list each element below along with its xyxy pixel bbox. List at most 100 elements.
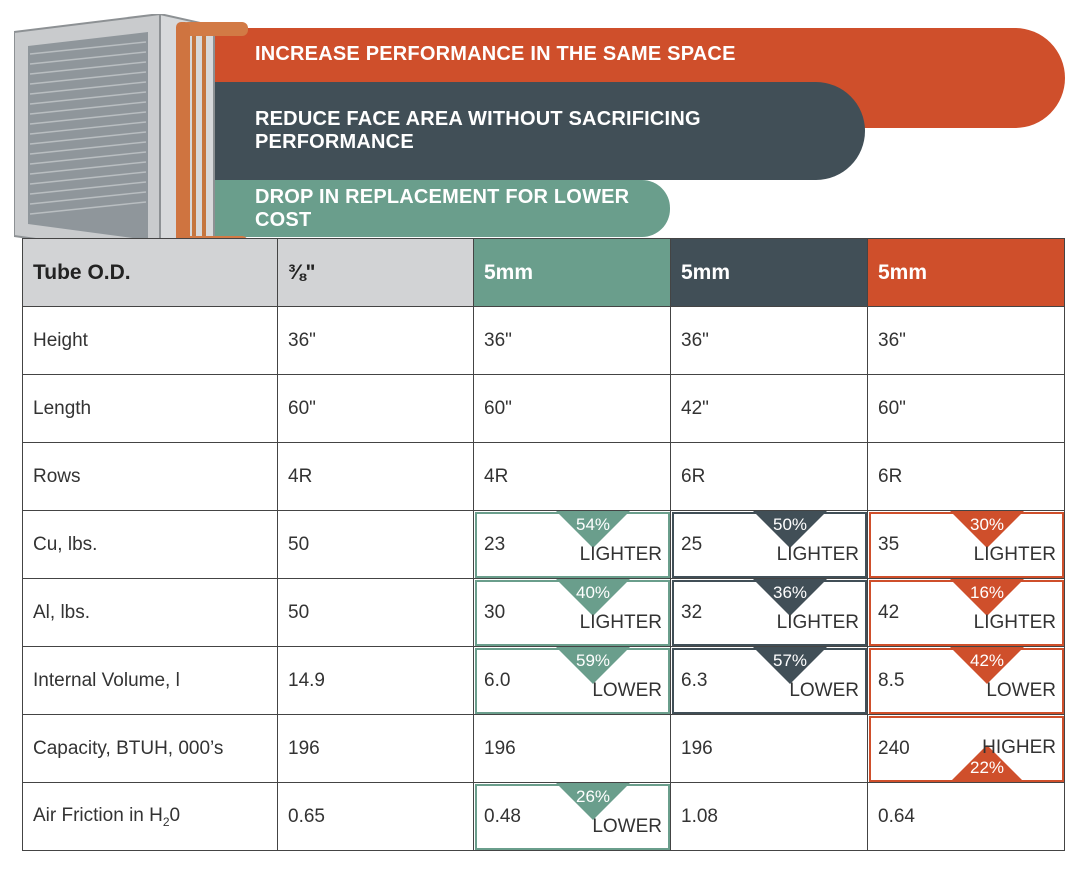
percent-badge: 57% bbox=[772, 651, 808, 670]
banner-drop-in-replacement: DROP IN REPLACEMENT FOR LOWER COST bbox=[150, 180, 670, 237]
percent-badge: 50% bbox=[772, 515, 808, 534]
row-label: Air Friction in H20 bbox=[22, 782, 278, 851]
cell-value: 8.5 bbox=[878, 669, 905, 691]
table-cell: 25 50% LIGHTER bbox=[670, 510, 868, 579]
table-cell: 6R bbox=[670, 442, 868, 511]
table-cell: 8.5 42% LOWER bbox=[867, 646, 1065, 715]
table-row: Length 60" 60" 42" 60" bbox=[22, 374, 1065, 443]
table-cell: 196 bbox=[473, 714, 671, 783]
percent-badge: 59% bbox=[575, 651, 611, 670]
table-cell: 0.64 bbox=[867, 782, 1065, 851]
table-cell: 196 bbox=[277, 714, 474, 783]
percent-badge: 54% bbox=[575, 515, 611, 534]
banner-reduce-face-area: REDUCE FACE AREA WITHOUT SACRIFICING PER… bbox=[150, 82, 865, 180]
table-cell: 0.48 26% LOWER bbox=[473, 782, 671, 851]
table-row: Cu, lbs. 50 23 54% LIGHTER 25 50% LIGHTE… bbox=[22, 510, 1065, 579]
change-label: LOWER bbox=[789, 680, 859, 701]
table-cell: 30 40% LIGHTER bbox=[473, 578, 671, 647]
down-triangle-icon bbox=[753, 647, 827, 684]
table-cell: 32 36% LIGHTER bbox=[670, 578, 868, 647]
down-triangle-icon bbox=[556, 783, 630, 820]
cell-value: 6.0 bbox=[484, 669, 511, 691]
table-cell: 240 22% HIGHER bbox=[867, 714, 1065, 783]
table-header-row: Tube O.D. ⅜" 5mm 5mm 5mm bbox=[22, 238, 1065, 307]
table-cell: 4R bbox=[473, 442, 671, 511]
percent-badge: 16% bbox=[969, 583, 1005, 602]
change-label: LIGHTER bbox=[973, 544, 1056, 565]
percent-badge: 40% bbox=[575, 583, 611, 602]
table-cell: 6.3 57% LOWER bbox=[670, 646, 868, 715]
header-option-slate: 5mm bbox=[670, 238, 868, 307]
row-label: Cu, lbs. bbox=[22, 510, 278, 579]
header-option-orange: 5mm bbox=[867, 238, 1065, 307]
row-label: Al, lbs. bbox=[22, 578, 278, 647]
table-cell: 6R bbox=[867, 442, 1065, 511]
cell-value: 240 bbox=[878, 737, 910, 759]
table-row: Air Friction in H20 0.65 0.48 26% LOWER … bbox=[22, 782, 1065, 851]
change-label: LIGHTER bbox=[579, 544, 662, 565]
table-cell: 60" bbox=[867, 374, 1065, 443]
row-label-main: Air Friction in H bbox=[33, 804, 163, 826]
cell-value: 23 bbox=[484, 533, 506, 555]
banner-text: DROP IN REPLACEMENT FOR LOWER COST bbox=[255, 185, 630, 231]
banner-text: INCREASE PERFORMANCE IN THE SAME SPACE bbox=[255, 43, 736, 65]
table-cell: 4R bbox=[277, 442, 474, 511]
header-tube-od: Tube O.D. bbox=[22, 238, 278, 307]
down-triangle-icon bbox=[950, 511, 1024, 548]
change-label: LOWER bbox=[592, 680, 662, 701]
table-cell: 196 bbox=[670, 714, 868, 783]
down-triangle-icon bbox=[556, 647, 630, 684]
table-cell: 42" bbox=[670, 374, 868, 443]
down-triangle-icon bbox=[556, 511, 630, 548]
cell-value: 25 bbox=[681, 533, 703, 555]
row-label-tail: 0 bbox=[169, 804, 181, 826]
table-cell: 50 bbox=[277, 510, 474, 579]
change-label: LIGHTER bbox=[973, 612, 1056, 633]
table-cell: 60" bbox=[473, 374, 671, 443]
specification-table: Tube O.D. ⅜" 5mm 5mm 5mm Height 36" 36" … bbox=[22, 238, 1065, 851]
table-cell: 35 30% LIGHTER bbox=[867, 510, 1065, 579]
change-label: LOWER bbox=[592, 816, 662, 837]
row-label-subscript: 2 bbox=[162, 814, 170, 829]
table-cell: 0.65 bbox=[277, 782, 474, 851]
table-cell: 1.08 bbox=[670, 782, 868, 851]
table-cell: 6.0 59% LOWER bbox=[473, 646, 671, 715]
table-row: Rows 4R 4R 6R 6R bbox=[22, 442, 1065, 511]
heat-exchanger-coil-image bbox=[14, 14, 248, 256]
table-cell: 14.9 bbox=[277, 646, 474, 715]
cell-value: 32 bbox=[681, 601, 703, 623]
table-cell: 60" bbox=[277, 374, 474, 443]
header-baseline-size: ⅜" bbox=[277, 238, 474, 307]
change-label: LOWER bbox=[986, 680, 1056, 701]
cell-value: 30 bbox=[484, 601, 506, 623]
table-row: Capacity, BTUH, 000’s 196 196 196 240 22… bbox=[22, 714, 1065, 783]
table-cell: 36" bbox=[867, 306, 1065, 375]
change-label: HIGHER bbox=[982, 737, 1056, 758]
percent-badge: 36% bbox=[772, 583, 808, 602]
banner-text: REDUCE FACE AREA WITHOUT SACRIFICING PER… bbox=[255, 108, 701, 153]
cell-value: 6.3 bbox=[681, 669, 708, 691]
percent-badge: 26% bbox=[575, 787, 611, 806]
cell-value: 35 bbox=[878, 533, 900, 555]
table-row: Height 36" 36" 36" 36" bbox=[22, 306, 1065, 375]
table-cell: 36" bbox=[473, 306, 671, 375]
row-label: Rows bbox=[22, 442, 278, 511]
percent-badge: 22% bbox=[969, 758, 1005, 777]
cell-value: 0.48 bbox=[484, 805, 521, 827]
table-cell: 50 bbox=[277, 578, 474, 647]
change-label: LIGHTER bbox=[776, 544, 859, 565]
table-cell: 36" bbox=[670, 306, 868, 375]
change-label: LIGHTER bbox=[579, 612, 662, 633]
row-label: Height bbox=[22, 306, 278, 375]
cell-value: 42 bbox=[878, 601, 900, 623]
table-row: Al, lbs. 50 30 40% LIGHTER 32 36% LIGHTE… bbox=[22, 578, 1065, 647]
down-triangle-icon bbox=[753, 511, 827, 548]
table-cell: 23 54% LIGHTER bbox=[473, 510, 671, 579]
table-row: Internal Volume, l 14.9 6.0 59% LOWER 6.… bbox=[22, 646, 1065, 715]
change-label: LIGHTER bbox=[776, 612, 859, 633]
down-triangle-icon bbox=[556, 579, 630, 616]
header-option-green: 5mm bbox=[473, 238, 671, 307]
row-label: Capacity, BTUH, 000’s bbox=[22, 714, 278, 783]
up-triangle-icon bbox=[950, 745, 1024, 782]
down-triangle-icon bbox=[950, 579, 1024, 616]
